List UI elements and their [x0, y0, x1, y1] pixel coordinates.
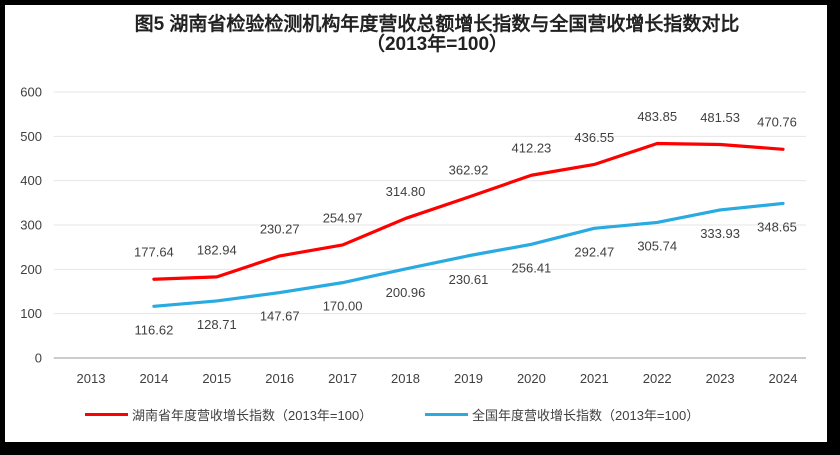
svg-text:470.76: 470.76 [757, 115, 797, 130]
svg-text:2019: 2019 [454, 371, 483, 386]
svg-text:483.85: 483.85 [637, 109, 677, 124]
svg-text:182.94: 182.94 [197, 242, 237, 257]
svg-text:500: 500 [20, 129, 42, 144]
svg-text:362.92: 362.92 [449, 163, 489, 178]
svg-text:2024: 2024 [769, 371, 798, 386]
svg-text:2017: 2017 [328, 371, 357, 386]
svg-text:147.67: 147.67 [260, 309, 300, 324]
svg-text:314.80: 314.80 [386, 184, 426, 199]
svg-text:400: 400 [20, 173, 42, 188]
svg-text:600: 600 [20, 85, 42, 100]
svg-text:254.97: 254.97 [323, 210, 363, 225]
svg-text:0: 0 [35, 351, 42, 366]
svg-text:2021: 2021 [580, 371, 609, 386]
svg-text:412.23: 412.23 [512, 141, 552, 156]
svg-text:200.96: 200.96 [386, 285, 426, 300]
svg-text:2023: 2023 [706, 371, 735, 386]
svg-text:481.53: 481.53 [700, 110, 740, 125]
svg-text:170.00: 170.00 [323, 299, 363, 314]
svg-text:100: 100 [20, 306, 42, 321]
svg-text:2016: 2016 [265, 371, 294, 386]
svg-text:333.93: 333.93 [700, 226, 740, 241]
svg-text:116.62: 116.62 [135, 322, 174, 337]
svg-text:2022: 2022 [643, 371, 672, 386]
svg-text:128.71: 128.71 [197, 317, 237, 332]
svg-text:177.64: 177.64 [134, 245, 174, 260]
svg-text:2015: 2015 [202, 371, 231, 386]
svg-text:305.74: 305.74 [637, 239, 677, 254]
svg-text:2018: 2018 [391, 371, 420, 386]
svg-text:200: 200 [20, 262, 42, 277]
svg-text:256.41: 256.41 [512, 260, 552, 275]
svg-text:2014: 2014 [139, 371, 168, 386]
svg-text:230.27: 230.27 [260, 221, 300, 236]
svg-text:300: 300 [20, 218, 42, 233]
svg-text:436.55: 436.55 [574, 130, 614, 145]
svg-text:230.61: 230.61 [449, 272, 489, 287]
svg-text:2013: 2013 [77, 371, 106, 386]
svg-text:292.47: 292.47 [574, 244, 614, 259]
svg-text:2020: 2020 [517, 371, 546, 386]
svg-text:348.65: 348.65 [757, 219, 797, 234]
